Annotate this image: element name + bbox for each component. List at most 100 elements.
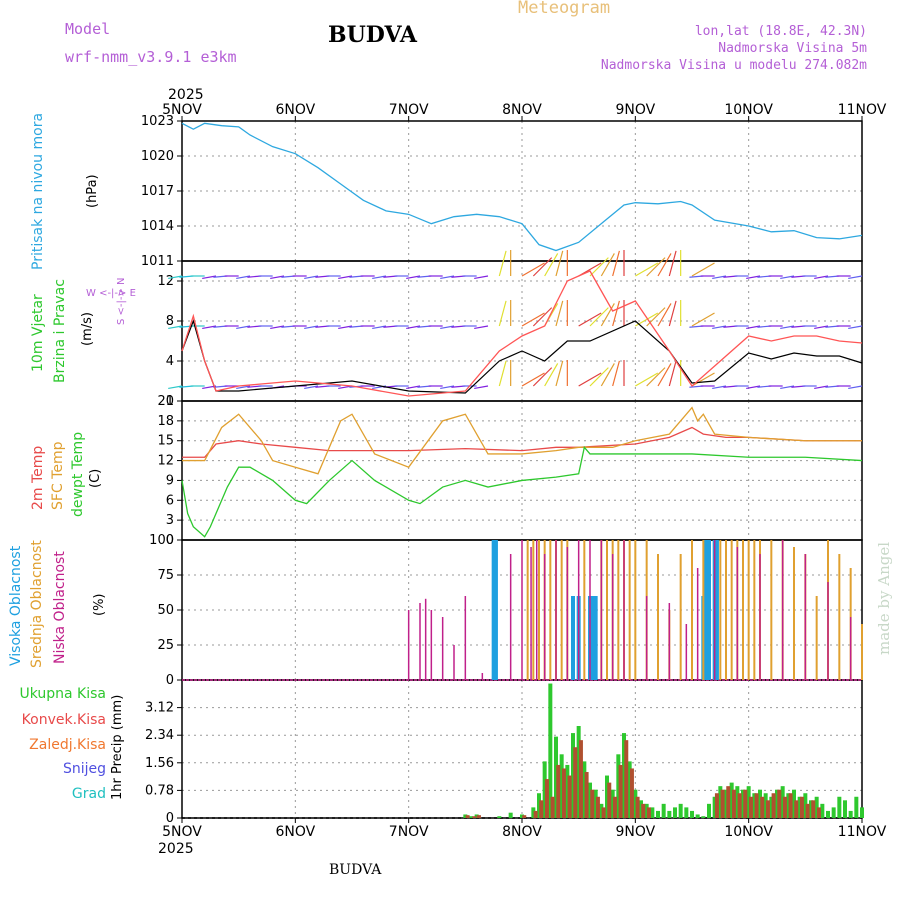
conv-precip-bar — [595, 796, 600, 818]
wind-arrow — [474, 325, 489, 330]
conv-precip-bar — [731, 789, 736, 818]
precip-legend-snow: Snijeg — [62, 761, 106, 777]
wind-arrow — [372, 325, 387, 330]
total-precip-bar — [599, 803, 604, 818]
conv-precip-bar — [794, 800, 799, 818]
y-tick-label: 1023 — [141, 114, 174, 129]
conv-precip-bar — [748, 796, 753, 818]
total-precip-bar — [474, 814, 479, 818]
total-precip-bar — [571, 733, 575, 818]
y-tick-label: 0 — [166, 673, 174, 688]
total-precip-bar — [497, 816, 502, 818]
conv-precip-bar — [799, 796, 804, 818]
total-precip-bar — [814, 796, 819, 818]
y-tick-label: 1020 — [141, 149, 174, 164]
total-precip-bar — [724, 789, 728, 818]
wind-arrow — [712, 385, 727, 390]
wind-arrow — [814, 385, 829, 390]
wind-arrow — [338, 275, 353, 280]
total-precip-bar — [809, 800, 813, 818]
bottom-day-label: 8NOV — [502, 824, 542, 840]
altitude-label: Nadmorska Visina 5m — [718, 41, 867, 56]
total-precip-bar — [758, 789, 762, 818]
wind-arrow — [202, 325, 217, 330]
wind-arrow — [589, 367, 609, 387]
top-day-label: 6NOV — [275, 102, 315, 118]
total-precip-bar — [673, 807, 677, 818]
conv-precip-bar — [539, 800, 544, 818]
wind-arrow — [646, 367, 666, 387]
wind-arrow — [746, 385, 761, 390]
wind-arrow — [406, 325, 421, 330]
total-precip-bar — [707, 803, 711, 818]
total-precip-bar — [661, 803, 666, 818]
y-tick-label: 75 — [157, 568, 174, 583]
total-precip-bar — [803, 793, 808, 818]
wind-arrow — [544, 253, 559, 277]
conv-precip-bar — [811, 800, 816, 818]
conv-precip-bar — [641, 803, 646, 818]
conv-precip-bar — [465, 815, 470, 818]
y-tick-label: 1017 — [141, 184, 174, 199]
conv-precip-bar — [472, 816, 477, 818]
conv-precip-bar — [646, 807, 651, 818]
conv-precip-bar — [601, 807, 606, 818]
total-precip-bar — [820, 803, 825, 818]
sfc-temp-line — [182, 406, 862, 475]
top-day-label: 5NOV — [162, 102, 202, 118]
precip-legend-grad: Grad — [71, 786, 106, 802]
conv-precip-bar — [544, 779, 549, 818]
conv-precip-bar — [607, 782, 612, 818]
top-day-label: 11NOV — [838, 102, 887, 118]
total-precip-bar — [656, 810, 660, 818]
y-tick-label: 0 — [166, 394, 174, 409]
conv-precip-bar — [533, 810, 538, 818]
total-precip-bar — [610, 789, 615, 818]
wind-arrow — [440, 385, 455, 390]
total-precip-bar — [826, 810, 830, 818]
wind-arrow — [746, 275, 761, 280]
wind-compass-we: W <-|-> E — [86, 288, 136, 299]
wind-arrow — [657, 253, 672, 277]
wind-arrow — [600, 303, 615, 327]
wind-arrow — [612, 300, 620, 327]
precip-legend-total: Ukupna Kisa — [19, 686, 106, 702]
wind-arrow — [236, 385, 251, 390]
total-precip-bar — [752, 793, 757, 818]
year-top: 2025 — [168, 87, 204, 103]
wind-arrow — [521, 372, 545, 387]
wind-arrow — [712, 325, 727, 330]
y-tick-label: 4 — [166, 354, 174, 369]
dewpt-line — [181, 445, 863, 538]
total-precip-bar — [542, 761, 547, 818]
top-day-label: 7NOV — [389, 102, 429, 118]
conv-precip-bar — [629, 768, 634, 818]
total-precip-bar — [548, 683, 553, 818]
total-precip-bar — [718, 786, 723, 818]
y-tick-label: 0 — [166, 533, 174, 548]
wind-arrow — [612, 250, 620, 277]
wind-arrow — [600, 253, 615, 277]
wind-arrow — [338, 325, 353, 330]
conv-precip-bar — [618, 764, 623, 818]
y-tick-label: 1014 — [141, 219, 174, 234]
wind-arrow — [168, 385, 183, 390]
total-precip-bar — [644, 803, 649, 818]
conv-precip-bar — [550, 796, 555, 818]
total-precip-bar — [780, 786, 785, 818]
wind-arrow — [168, 275, 183, 280]
total-precip-bar — [622, 733, 626, 818]
total-precip-bar — [735, 786, 740, 818]
total-precip-bar — [678, 803, 683, 818]
total-precip-bar — [520, 814, 524, 818]
conv-precip-bar — [522, 815, 527, 818]
total-precip-bar — [627, 761, 632, 818]
conv-precip-bar — [765, 800, 770, 818]
year-bottom: 2025 — [158, 841, 194, 857]
total-precip-bar — [616, 754, 621, 818]
total-precip-bar — [559, 754, 564, 818]
wind-arrow — [600, 363, 615, 387]
total-precip-bar — [837, 796, 842, 818]
conv-precip-bar — [584, 772, 589, 818]
conv-precip-bar — [788, 793, 793, 818]
